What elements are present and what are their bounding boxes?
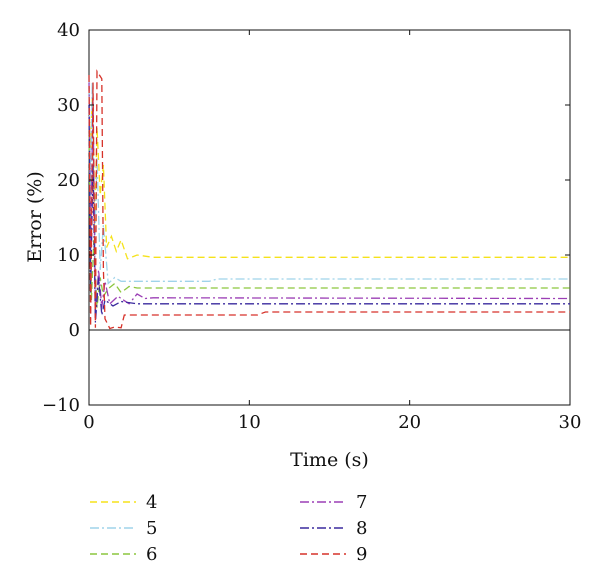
y-tick-label: 10 [57, 245, 80, 266]
y-tick-label: −10 [42, 395, 80, 416]
legend-label-8: 8 [356, 518, 367, 539]
x-axis-ticks: 0 10 20 30 [83, 30, 581, 433]
y-tick-label: 20 [57, 170, 80, 191]
legend-label-6: 6 [146, 544, 157, 565]
y-axis-ticks: −10 0 10 20 30 40 [42, 20, 570, 416]
x-tick-label: 10 [238, 412, 261, 433]
x-tick-label: 30 [559, 412, 582, 433]
plot-content [88, 69, 571, 331]
legend: 4 5 6 7 8 9 [90, 492, 367, 565]
series-line-5 [88, 74, 570, 285]
x-tick-label: 20 [398, 412, 421, 433]
series-line-7 [88, 82, 571, 316]
legend-label-9: 9 [356, 544, 367, 565]
series-line-4 [88, 97, 570, 260]
y-tick-label: 30 [57, 95, 80, 116]
y-axis-title: Error (%) [24, 171, 46, 262]
series-line-9 [88, 69, 570, 330]
x-axis-title: Time (s) [290, 449, 369, 471]
legend-label-5: 5 [146, 518, 157, 539]
x-tick-label: 0 [83, 412, 94, 433]
series-line-6 [88, 134, 570, 308]
plot-frame [88, 29, 571, 406]
legend-label-4: 4 [146, 492, 157, 513]
y-tick-label: 40 [57, 20, 80, 41]
series-line-8 [88, 104, 570, 323]
y-tick-label: 0 [69, 320, 80, 341]
legend-label-7: 7 [356, 492, 367, 513]
